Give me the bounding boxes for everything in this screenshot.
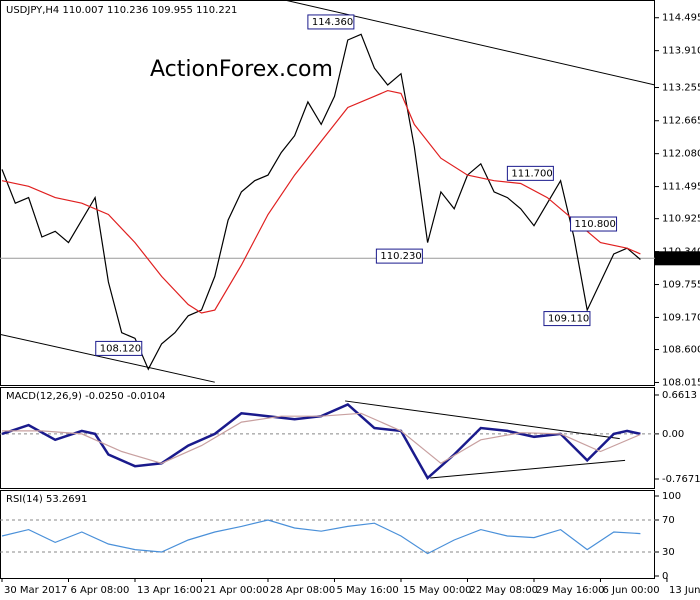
y-tick-label: 70 <box>662 515 675 526</box>
chart-title: USDJPY,H4 110.007 110.236 109.955 110.22… <box>6 5 237 16</box>
y-tick-label: 112.665 <box>662 116 700 127</box>
y-tick-label: 109.755 <box>662 280 700 291</box>
y-tick-label: 113.910 <box>662 46 700 57</box>
annotation-box <box>307 14 355 30</box>
series-line <box>2 412 641 465</box>
trend-line <box>345 400 620 440</box>
y-tick-label: 110.925 <box>662 214 700 225</box>
main-frame <box>0 0 655 386</box>
y-tick-label: 100 <box>662 491 681 502</box>
trend-line <box>284 0 656 86</box>
annotation-box <box>95 340 143 356</box>
x-tick-label: 21 Apr 00:00 <box>203 585 268 596</box>
x-tick-label: 13 Jun 08:00 <box>669 585 700 596</box>
y-tick-label: 111.495 <box>662 182 700 193</box>
x-tick-label: 28 Apr 08:00 <box>270 585 335 596</box>
x-tick-label: 13 Apr 16:00 <box>137 585 202 596</box>
series-line <box>1 519 641 555</box>
y-tick-label: 108.015 <box>662 377 700 388</box>
annotation-label: 110.800 <box>575 219 616 230</box>
y-tick-label: 108.600 <box>662 345 700 356</box>
rsi-frame <box>0 490 655 579</box>
y-tick-label: 0.6613 <box>662 390 697 401</box>
y-tick-label: 0.00 <box>662 429 684 440</box>
y-tick-label: 114.495 <box>662 13 700 24</box>
macd-title: MACD(12,26,9) -0.0250 -0.0104 <box>6 391 166 402</box>
last-price-label: 110.221 <box>659 253 700 264</box>
annotation-label: 111.700 <box>511 168 552 179</box>
x-tick-label: 5 May 16:00 <box>336 585 398 596</box>
rsi-title: RSI(14) 53.2691 <box>6 494 87 505</box>
series-line <box>1 89 641 314</box>
x-tick-label: 30 Mar 2017 <box>4 585 67 596</box>
annotation-box <box>375 248 423 264</box>
annotation-box <box>543 311 591 327</box>
y-tick-label: 113.255 <box>662 83 700 94</box>
annotation-box <box>506 165 554 181</box>
x-tick-label: 15 May 00:00 <box>403 585 472 596</box>
y-tick-label: 112.080 <box>662 149 700 160</box>
annotation-label: 108.120 <box>100 343 141 354</box>
trend-line <box>0 333 215 383</box>
x-tick-label: 6 Apr 08:00 <box>70 585 129 596</box>
y-tick-label: -0.7671 <box>662 474 700 485</box>
x-tick-label: 29 May 16:00 <box>536 585 605 596</box>
annotation-label: 114.360 <box>312 17 353 28</box>
annotation-label: 110.230 <box>380 251 421 262</box>
series-line <box>1 33 641 371</box>
y-tick-label: 109.170 <box>662 312 700 323</box>
y-tick-label: 30 <box>662 547 675 558</box>
watermark: ActionForex.com <box>150 57 333 82</box>
y-tick-label: 0 <box>662 571 668 582</box>
x-tick-label: 6 Jun 00:00 <box>602 585 659 596</box>
trend-line <box>430 459 626 479</box>
last-price-box <box>655 251 700 266</box>
annotation-label: 109.110 <box>548 314 589 325</box>
x-tick-label: 22 May 08:00 <box>469 585 538 596</box>
macd-frame <box>0 387 655 489</box>
annotation-box <box>570 216 618 232</box>
